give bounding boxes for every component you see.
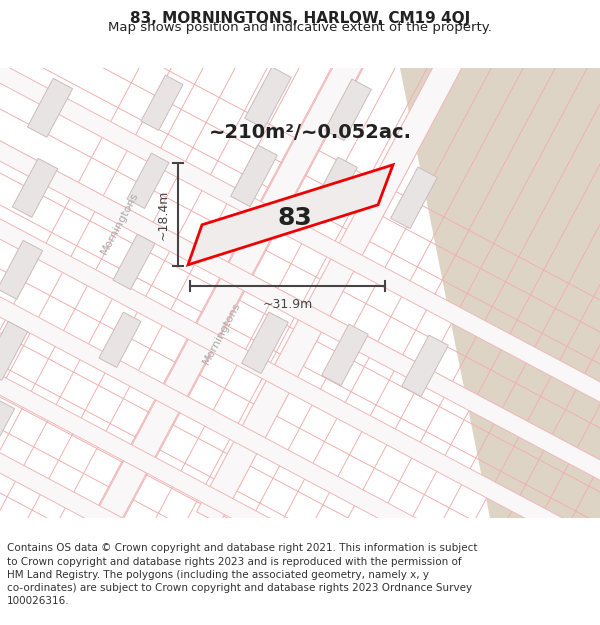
Text: Morningtons: Morningtons xyxy=(202,300,242,366)
Polygon shape xyxy=(0,402,600,625)
Text: Contains OS data © Crown copyright and database right 2021. This information is : Contains OS data © Crown copyright and d… xyxy=(7,543,478,606)
Polygon shape xyxy=(13,158,58,218)
Polygon shape xyxy=(311,157,358,219)
Polygon shape xyxy=(97,0,598,524)
Text: Map shows position and indicative extent of the property.: Map shows position and indicative extent… xyxy=(108,21,492,34)
Polygon shape xyxy=(322,324,368,386)
Polygon shape xyxy=(197,0,600,524)
Polygon shape xyxy=(99,312,141,368)
Polygon shape xyxy=(188,165,393,265)
Polygon shape xyxy=(0,12,600,450)
Text: 83, MORNINGTONS, HARLOW, CM19 4QJ: 83, MORNINGTONS, HARLOW, CM19 4QJ xyxy=(130,11,470,26)
Text: ~31.9m: ~31.9m xyxy=(262,298,313,311)
Polygon shape xyxy=(0,398,14,458)
Polygon shape xyxy=(0,90,600,528)
Text: 83: 83 xyxy=(278,206,313,230)
Polygon shape xyxy=(0,241,43,299)
Polygon shape xyxy=(0,246,600,625)
Polygon shape xyxy=(0,321,28,380)
Polygon shape xyxy=(141,75,183,131)
Text: ~18.4m: ~18.4m xyxy=(157,189,170,239)
Polygon shape xyxy=(242,312,289,374)
Polygon shape xyxy=(0,324,600,625)
Polygon shape xyxy=(391,167,437,229)
Polygon shape xyxy=(0,480,600,625)
Polygon shape xyxy=(401,335,448,397)
Text: Morningtons: Morningtons xyxy=(100,190,140,256)
Polygon shape xyxy=(400,68,600,518)
Polygon shape xyxy=(0,168,600,606)
Polygon shape xyxy=(127,153,169,209)
Text: ~210m²/~0.052ac.: ~210m²/~0.052ac. xyxy=(209,123,412,142)
Polygon shape xyxy=(230,145,277,207)
Polygon shape xyxy=(245,67,292,129)
Polygon shape xyxy=(325,79,371,141)
Polygon shape xyxy=(28,78,73,138)
Polygon shape xyxy=(113,234,155,289)
